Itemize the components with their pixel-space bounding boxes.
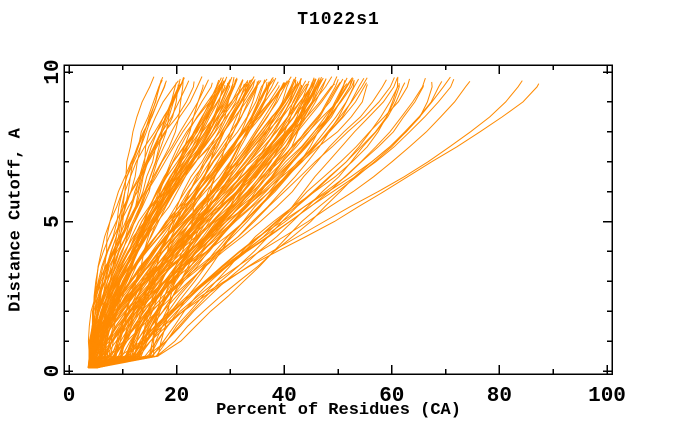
model-curve [88,77,235,369]
model-curves [87,76,540,369]
x-tick-label: 80 [487,385,512,408]
y-tick-label: 5 [42,215,65,228]
model-curve [96,83,234,369]
model-curve [93,79,297,369]
axis-ticks [64,65,612,374]
model-curve [93,82,268,369]
model-curve [95,79,387,369]
model-curve [88,79,163,369]
model-curve [91,84,180,369]
model-curve [88,81,443,369]
model-curve [92,79,275,369]
x-tick-label: 40 [272,385,297,408]
model-curve [92,83,540,369]
model-curve [92,80,290,369]
model-curve [91,77,398,369]
model-curve [88,81,195,369]
model-curve [94,77,395,369]
model-curve [96,80,346,369]
model-curve [87,77,185,369]
x-tick-label: 60 [379,385,404,408]
model-curve [95,78,410,369]
model-curve [87,80,523,369]
model-curve [91,84,204,369]
model-curve [91,83,400,369]
model-curve [89,76,451,369]
model-curve [92,79,227,369]
y-tick-label: 10 [42,59,65,84]
x-tick-label: 20 [164,385,189,408]
model-curve [89,79,297,369]
model-curve [93,84,298,369]
x-tick-label: 0 [63,385,76,408]
y-tick-label: 0 [42,365,65,378]
model-curve [88,79,209,369]
x-tick-label: 100 [588,385,626,408]
model-curve [92,81,341,369]
model-curve [89,80,255,369]
model-curve [95,82,315,369]
model-curve [91,80,249,369]
model-curve [92,78,360,369]
x-axis-label: Percent of Residues (CA) [216,401,461,420]
model-curve [92,78,273,369]
model-curve [87,84,221,369]
model-curve [87,79,238,369]
model-curve [88,79,455,369]
model-curve [88,81,249,369]
chart-title: T1022s1 [297,10,380,30]
model-curve [92,77,353,369]
model-curve [87,77,238,369]
axis-tick-labels: 0 20 40 60 80 100 0 5 10 [42,59,626,408]
model-curve [91,79,327,369]
y-axis-label: Distance Cutoff, A [6,128,26,312]
model-curve [91,84,400,369]
model-curve [91,76,322,369]
model-curve [91,77,324,369]
